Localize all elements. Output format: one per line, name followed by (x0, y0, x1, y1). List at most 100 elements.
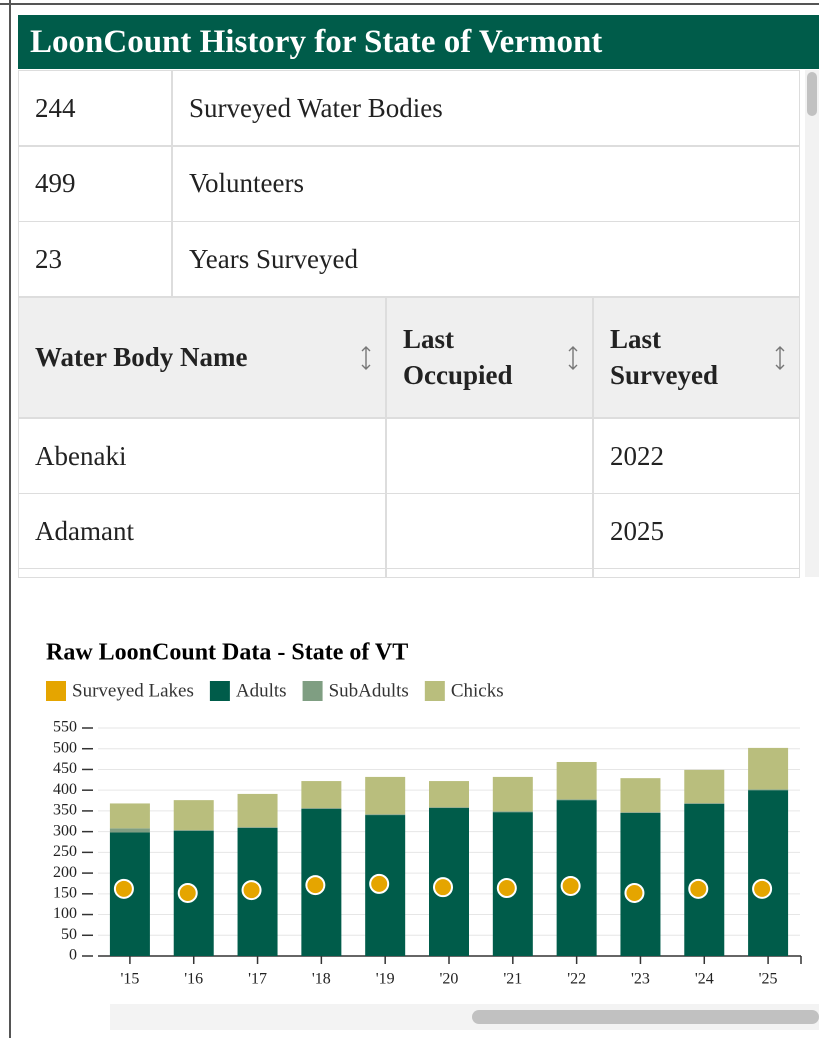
summary-cell: 244 (18, 70, 172, 146)
dot (433, 877, 453, 898)
summary-cell: Surveyed Water Bodies (172, 70, 800, 146)
cell-text: Last Surveyed (610, 324, 718, 390)
bar-segment (620, 812, 661, 813)
x-tick-label: '20 (440, 971, 459, 988)
y-tick-label: 100 (53, 905, 77, 922)
bar-segment (684, 803, 725, 956)
table-cell-partial (18, 568, 386, 578)
dot (560, 875, 581, 896)
scrollbar-thumb[interactable] (807, 72, 817, 116)
dot (241, 880, 262, 901)
bar-segment (365, 776, 406, 815)
bar-segment (492, 811, 533, 813)
bar-segment (301, 781, 342, 809)
legend-label: Surveyed Lakes (72, 680, 194, 701)
dot (624, 882, 645, 903)
cell-text: 2025 (610, 515, 664, 546)
dot (113, 878, 134, 899)
column-header[interactable]: Last Occupied (386, 297, 593, 418)
cell-text: 244 (35, 92, 76, 123)
dot (177, 882, 198, 903)
x-tick-label: '25 (759, 971, 778, 988)
bar-segment (620, 812, 661, 956)
legend-label: SubAdults (329, 680, 409, 701)
table-cell (386, 493, 593, 569)
h-scrollbar-thumb[interactable] (472, 1010, 819, 1024)
summary-cell: Volunteers (172, 145, 800, 222)
y-tick-label: 250 (53, 843, 77, 860)
cell-text: Water Body Name (35, 341, 248, 372)
table-cell: Adamant (18, 493, 386, 569)
cell-text: Adamant (35, 515, 134, 546)
sort-icon[interactable] (361, 346, 371, 370)
tables: 244 Surveyed Water Bodies 499 Volunteers 23 Y… (18, 70, 800, 578)
table-cell: 2022 (593, 418, 800, 494)
y-tick-label: 0 (69, 947, 77, 964)
x-tick-label: '23 (631, 971, 650, 988)
x-tick-label: '17 (248, 971, 267, 988)
cell-text: Volunteers (189, 168, 304, 198)
y-tick-label: 350 (53, 802, 77, 819)
y-tick-label: 450 (53, 760, 77, 777)
bar-segment (748, 789, 789, 791)
bar-segment (620, 778, 661, 813)
bar-segment (492, 776, 533, 812)
sort-icon[interactable] (775, 346, 785, 370)
legend-swatch (46, 681, 66, 701)
y-tick-label: 200 (53, 864, 77, 881)
bar-segment (429, 781, 469, 808)
sort-icon[interactable] (568, 346, 578, 370)
cell-text: Surveyed Water Bodies (189, 92, 443, 123)
cell-text: 499 (35, 168, 76, 198)
x-tick-label: '15 (120, 971, 139, 988)
bar-segment (429, 807, 469, 809)
cell-text: 23 (35, 243, 62, 274)
y-tick-label: 50 (61, 926, 77, 943)
chart: Raw LoonCount Data - State of VT Surveye… (46, 640, 819, 1030)
column-header[interactable]: Last Surveyed (593, 297, 800, 418)
x-tick-label: '21 (503, 971, 522, 988)
summary-cell: Years Surveyed (172, 221, 800, 297)
bar-segment (556, 799, 597, 801)
bar-segment (556, 761, 597, 800)
scrollbar-track (805, 70, 819, 577)
bar-segment (109, 828, 150, 833)
x-tick-label: '19 (376, 971, 395, 988)
chart-title: Raw LoonCount Data - State of VT (46, 640, 408, 666)
y-tick-label: 550 (53, 719, 77, 736)
dot (752, 878, 773, 899)
cell-text: Years Surveyed (189, 243, 358, 274)
bar-segment (173, 800, 214, 830)
x-tick-label: '16 (184, 971, 203, 988)
dot (496, 878, 517, 899)
cell-text: Last Occupied (403, 324, 513, 390)
dot (688, 878, 709, 899)
y-tick-label: 400 (53, 781, 77, 798)
column-header[interactable]: Water Body Name (18, 297, 386, 418)
summary-cell: 23 (18, 221, 172, 297)
bar-segment (748, 747, 789, 790)
bar-segment (684, 769, 725, 804)
table-cell: Abenaki (18, 418, 386, 494)
dot (369, 873, 390, 894)
legend-swatch (209, 681, 230, 701)
y-tick-label: 300 (53, 822, 77, 839)
legend-label: Chicks (451, 680, 504, 701)
legend-swatch (302, 681, 323, 701)
bar-segment (237, 793, 278, 828)
bar-segment (748, 790, 789, 956)
bar-segment (684, 803, 725, 804)
x-tick-label: '24 (695, 971, 714, 988)
header-title: LoonCount History for State of Vermont (18, 15, 819, 69)
bar-segment (301, 808, 342, 809)
dot (305, 875, 326, 896)
legend-label: Adults (236, 680, 287, 701)
x-tick-label: '18 (312, 971, 331, 988)
table-cell-partial (593, 568, 800, 578)
bar-segment (109, 803, 150, 829)
summary-cell: 499 (18, 145, 172, 222)
x-tick-label: '22 (567, 971, 586, 988)
cell-text: 2022 (610, 440, 664, 471)
table-cell (386, 418, 593, 494)
